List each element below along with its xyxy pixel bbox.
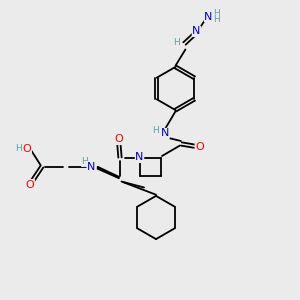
Text: H: H <box>213 15 219 24</box>
Text: N: N <box>87 161 96 172</box>
Text: H: H <box>152 126 159 135</box>
Text: N: N <box>204 11 213 22</box>
Text: H: H <box>173 38 180 47</box>
Text: N: N <box>192 26 201 37</box>
Text: H: H <box>15 144 21 153</box>
Text: H: H <box>82 158 88 166</box>
Polygon shape <box>98 167 119 178</box>
Text: H: H <box>213 9 219 18</box>
Text: N: N <box>135 152 144 163</box>
Text: N: N <box>161 128 169 139</box>
Text: O: O <box>22 143 32 154</box>
Text: O: O <box>114 134 123 145</box>
Text: O: O <box>26 179 34 190</box>
Text: O: O <box>195 142 204 152</box>
